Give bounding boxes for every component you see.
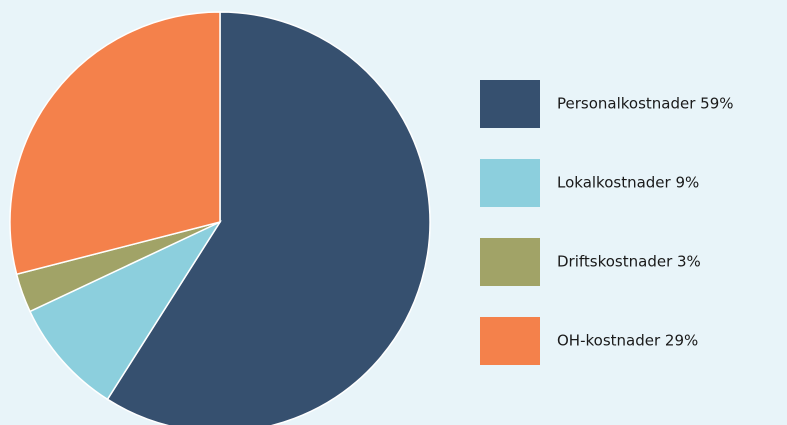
legend-label: OH-kostnader 29% — [557, 332, 698, 350]
legend-swatch — [480, 80, 540, 128]
pie-slice — [106, 11, 431, 425]
legend-label: Driftskostnader 3% — [557, 253, 701, 271]
legend-label: Lokalkostnader 9% — [557, 174, 699, 192]
legend-swatch — [480, 238, 540, 286]
pie-slice — [28, 220, 223, 401]
legend-label: Personalkostnader 59% — [557, 95, 734, 113]
pie-slice — [9, 11, 221, 276]
legend-swatch — [480, 159, 540, 207]
legend-swatch — [480, 317, 540, 365]
